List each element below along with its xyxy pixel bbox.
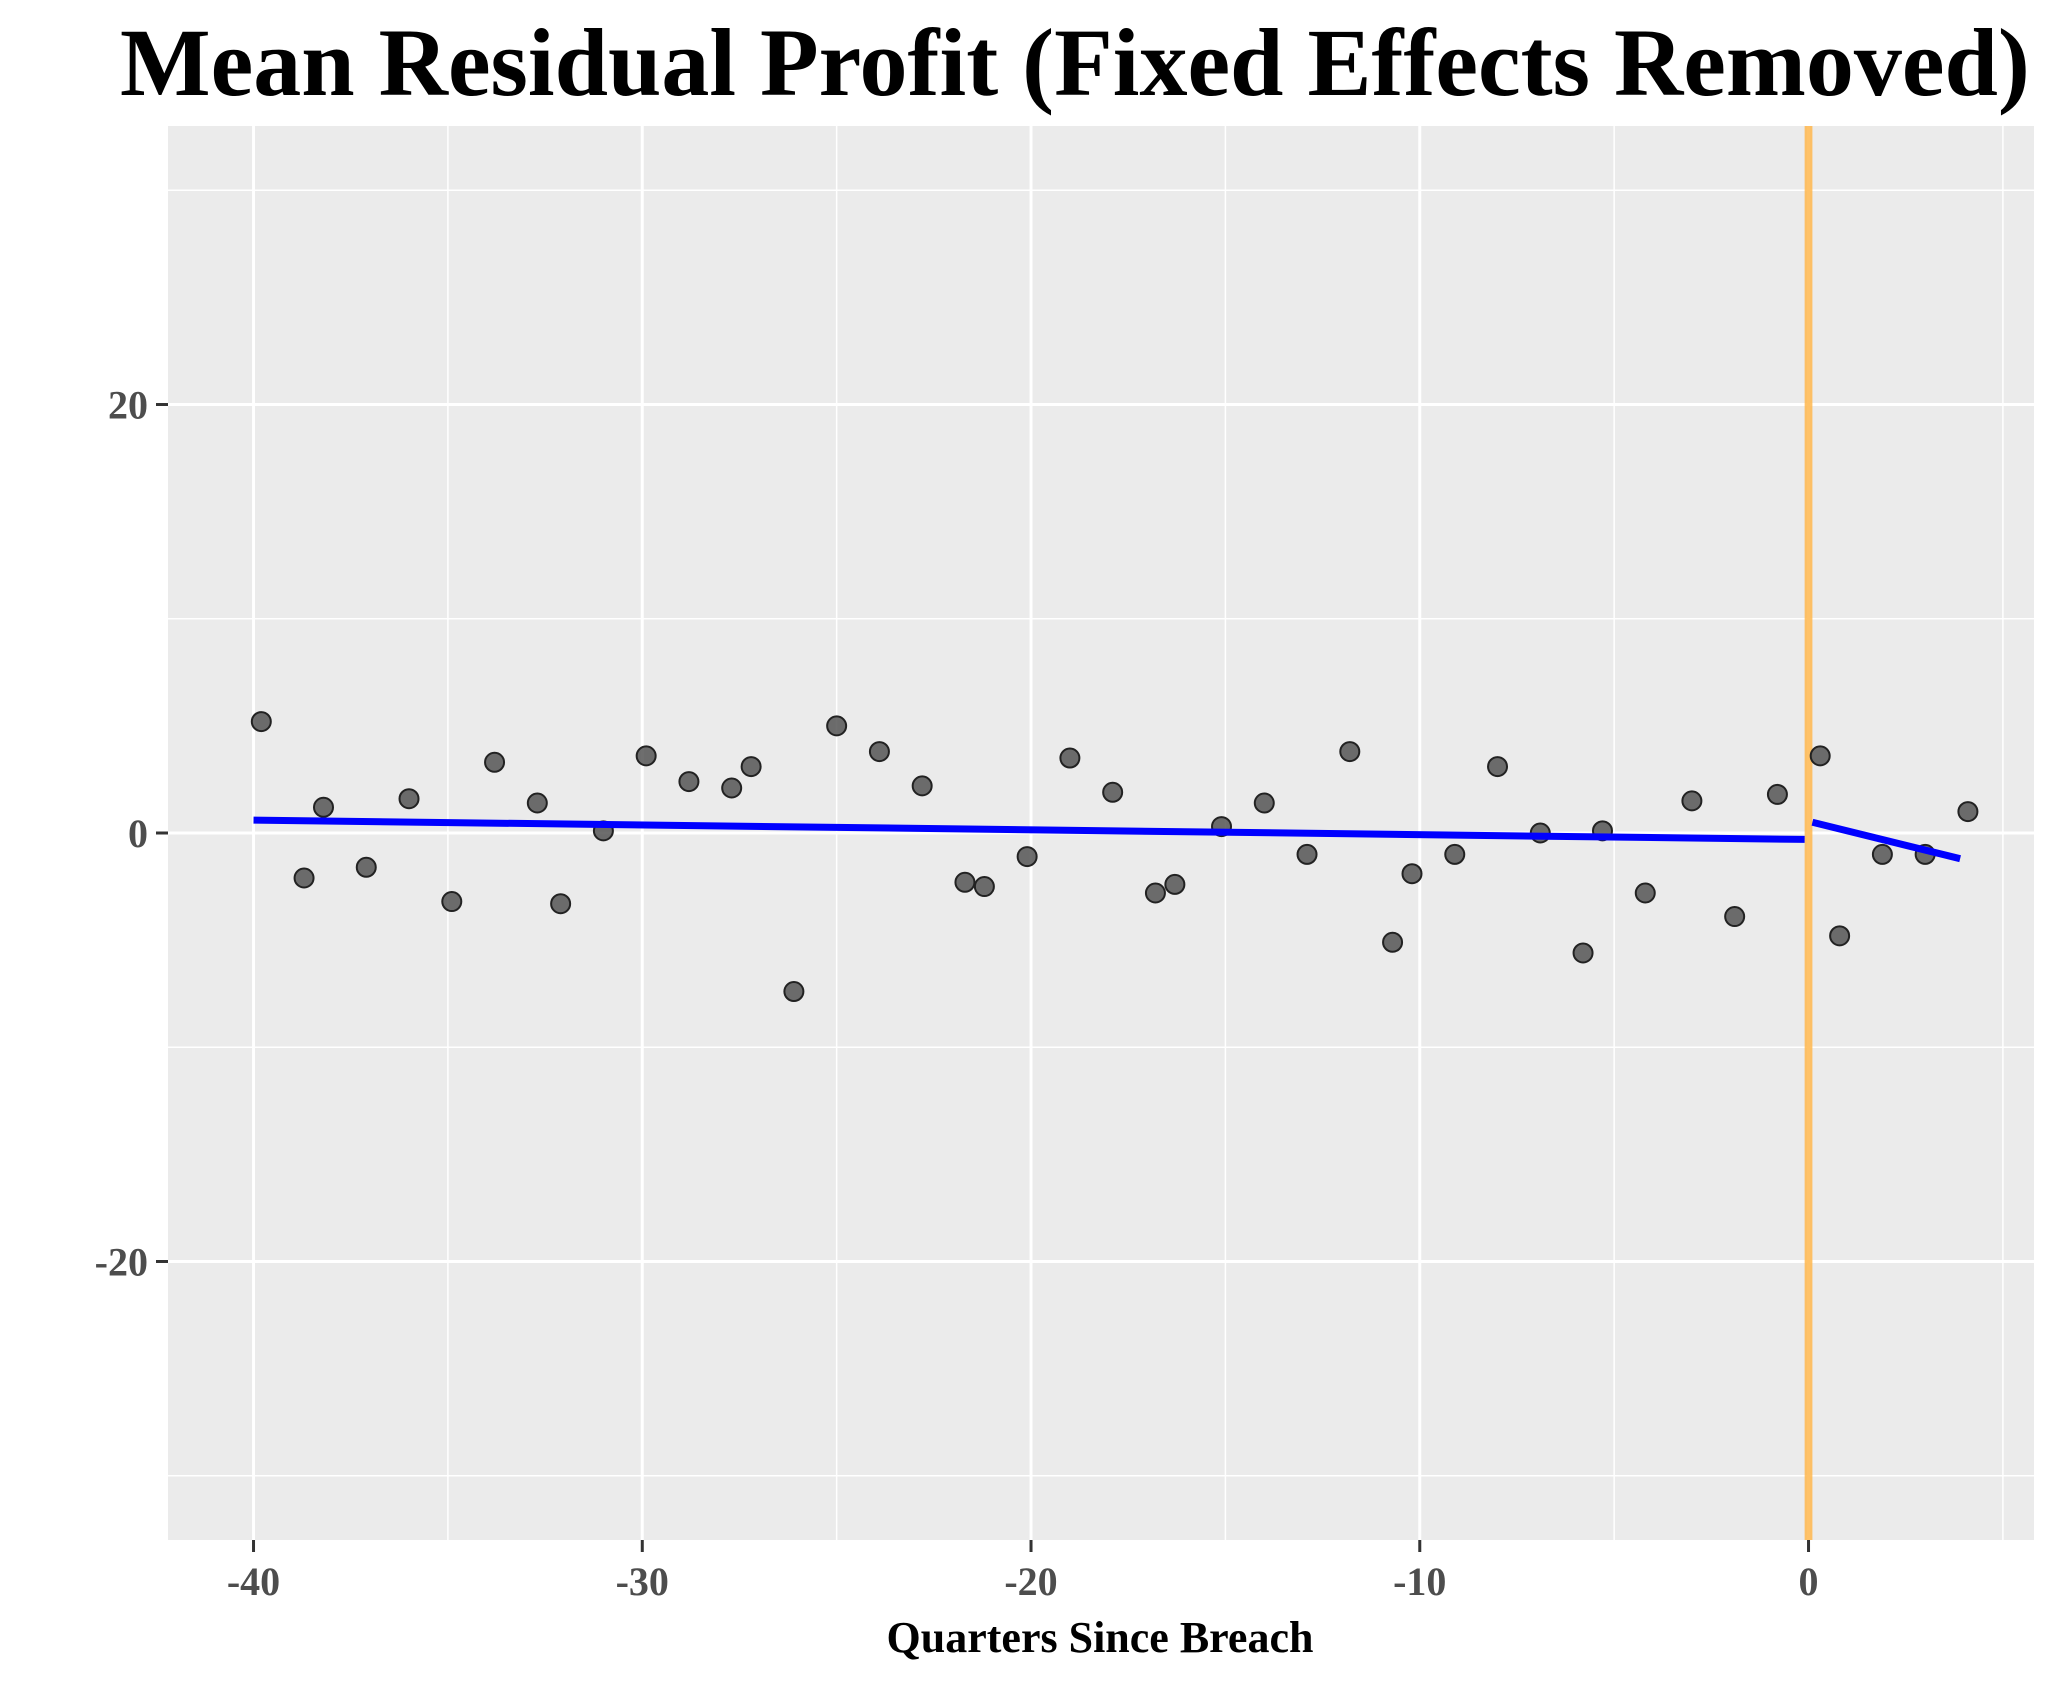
data-point <box>1296 843 1318 865</box>
data-point <box>355 856 377 878</box>
data-point <box>973 876 995 898</box>
data-point <box>293 867 315 889</box>
breach-band-layer <box>1804 126 1813 1540</box>
data-point <box>1829 925 1851 947</box>
data-point <box>550 893 572 915</box>
data-point <box>740 756 762 778</box>
data-point <box>1102 781 1124 803</box>
fit-line <box>253 816 1805 843</box>
data-point <box>441 891 463 913</box>
y-tick-label: 0 <box>128 811 148 856</box>
data-point <box>1059 747 1081 769</box>
data-point <box>1681 790 1703 812</box>
data-point <box>526 792 548 814</box>
data-point <box>1809 745 1831 767</box>
data-point <box>678 771 700 793</box>
x-tick-label: 0 <box>1799 1559 1819 1604</box>
data-point <box>1724 906 1746 928</box>
data-point <box>1572 942 1594 964</box>
data-point <box>398 788 420 810</box>
data-point <box>1487 756 1509 778</box>
chart-title: Mean Residual Profit (Fixed Effects Remo… <box>120 9 2030 116</box>
data-point <box>313 796 334 818</box>
data-point <box>250 711 272 733</box>
x-tick-label: -20 <box>1004 1559 1057 1604</box>
data-point <box>721 777 743 799</box>
x-tick-label: -10 <box>1393 1559 1446 1604</box>
data-point <box>826 715 848 737</box>
fit-lines <box>253 816 1961 863</box>
data-point <box>868 741 890 763</box>
data-point <box>1164 873 1186 895</box>
data-point <box>1957 801 1979 823</box>
x-axis-title: Quarters Since Breach <box>887 1613 1314 1662</box>
data-point <box>783 981 805 1003</box>
breach-band <box>1804 126 1813 1540</box>
x-tick-label: -30 <box>616 1559 669 1604</box>
data-point <box>1144 882 1166 904</box>
data-point <box>1401 863 1423 885</box>
x-tick-label: -40 <box>227 1559 280 1604</box>
data-point <box>1871 843 1893 865</box>
data-point <box>1382 931 1404 953</box>
data-point <box>1339 741 1361 763</box>
axes: -40 -30 -20 -10 0 -20 0 20 <box>95 383 1819 1604</box>
data-point <box>1634 882 1656 904</box>
data-point <box>911 775 933 797</box>
y-tick-label: -20 <box>95 1239 148 1284</box>
data-point <box>1444 843 1466 865</box>
y-tick-label: 20 <box>108 383 148 428</box>
data-point <box>954 871 976 893</box>
data-point <box>635 745 657 767</box>
fit-line <box>1811 818 1961 863</box>
data-point <box>1766 783 1788 805</box>
data-point <box>1253 792 1275 814</box>
data-point <box>484 751 506 773</box>
data-point <box>1016 846 1038 868</box>
